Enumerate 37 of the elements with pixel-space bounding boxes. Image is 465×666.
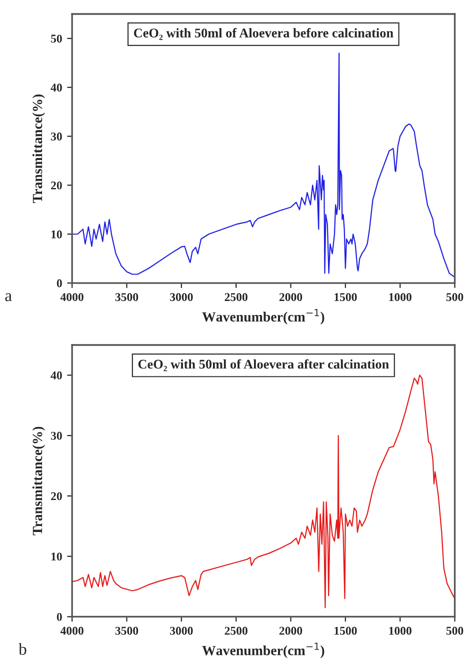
y-tick-label: 20 — [51, 492, 62, 500]
x-tick-label: 500 — [446, 293, 464, 302]
x-tick-label: 1000 — [389, 626, 412, 635]
y-axis-title: Transmittance(%) — [32, 426, 45, 536]
x-tick-label: 3500 — [115, 293, 138, 302]
x-tick-label: 4000 — [60, 626, 84, 635]
x-tick-label: 1000 — [389, 293, 412, 302]
x-axis-title: Wavenumber(cm$^{−1}$) — [202, 309, 324, 324]
x-tick-label: 3000 — [170, 293, 193, 302]
y-tick-label: 50 — [51, 34, 62, 43]
y-tick-label: 0 — [56, 612, 62, 621]
y-tick-label: 40 — [50, 371, 62, 380]
x-tick-label: 1500 — [334, 626, 357, 635]
x-tick-label: 2500 — [224, 626, 248, 635]
y-axis-title: Transmittance(%) — [32, 94, 45, 203]
y-tick-label: 40 — [50, 84, 62, 92]
x-tick-label: 4000 — [60, 293, 84, 302]
y-tick-label: 10 — [51, 230, 62, 238]
x-tick-label: 2000 — [279, 293, 302, 302]
y-tick-label: 30 — [50, 132, 62, 140]
text: b — [18, 643, 26, 655]
text: CeO₂ with 50ml of Aloevera after calcination — [138, 359, 389, 372]
y-tick-label: 30 — [50, 432, 62, 440]
y-tick-label: 20 — [51, 181, 62, 190]
x-tick-label: 2500 — [224, 293, 248, 302]
line-series — [72, 374, 455, 608]
text: a — [5, 293, 12, 302]
x-tick-label: 500 — [446, 626, 464, 635]
x-tick-label: 1500 — [334, 293, 357, 302]
x-tick-label: 3000 — [170, 626, 193, 635]
x-axis-title: Wavenumber(cm$^{−1}$) — [202, 642, 324, 658]
line-series — [72, 52, 455, 278]
x-tick-label: 3500 — [115, 626, 138, 635]
y-tick-label: 0 — [56, 279, 62, 288]
x-tick-label: 2000 — [279, 626, 302, 635]
y-tick-label: 10 — [51, 552, 62, 561]
text: CeO₂ with 50ml of Aloevera before calcination — [134, 28, 394, 40]
